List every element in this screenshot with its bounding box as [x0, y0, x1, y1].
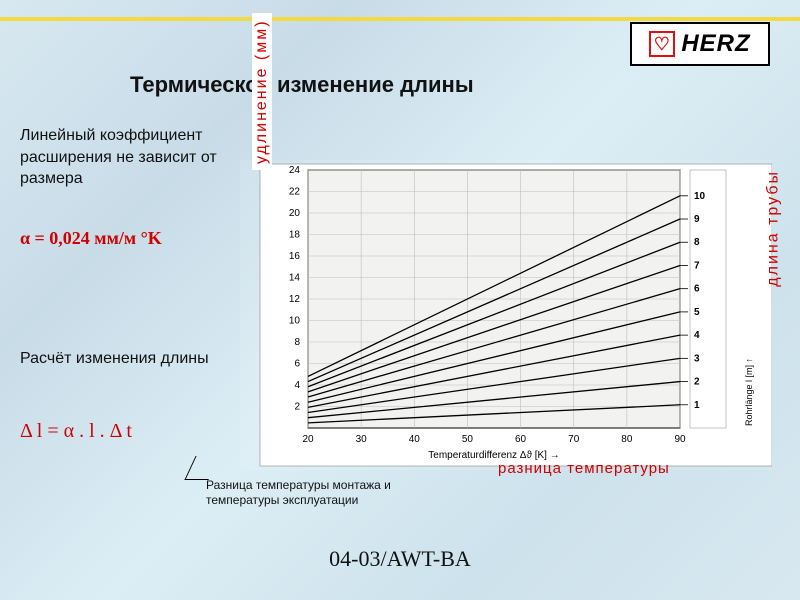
- svg-text:24: 24: [289, 165, 301, 176]
- svg-text:18: 18: [289, 230, 301, 241]
- brand-text: HERZ: [681, 30, 750, 58]
- svg-text:7: 7: [694, 260, 700, 271]
- heart-icon: ♡: [649, 31, 675, 57]
- svg-text:2: 2: [294, 402, 300, 413]
- elongation-chart: 203040506070809024681012141618202224Temp…: [240, 160, 772, 470]
- svg-text:90: 90: [674, 434, 686, 445]
- page-title: Термическое изменение длины: [130, 72, 474, 98]
- svg-text:80: 80: [621, 434, 633, 445]
- alpha-equation: α = 0,024 мм/м °K: [20, 228, 162, 249]
- svg-text:20: 20: [289, 208, 301, 219]
- svg-text:6: 6: [294, 359, 300, 370]
- svg-text:50: 50: [462, 434, 474, 445]
- right-axis-label-overlay: длина трубы: [765, 170, 783, 287]
- svg-text:22: 22: [289, 187, 301, 198]
- svg-text:20: 20: [302, 434, 314, 445]
- svg-text:Rohrlänge l [m] ↑: Rohrlänge l [m] ↑: [744, 358, 754, 426]
- svg-text:10: 10: [694, 191, 706, 202]
- svg-text:8: 8: [294, 337, 300, 348]
- calc-heading: Расчёт изменения длины: [20, 348, 220, 370]
- svg-text:70: 70: [568, 434, 580, 445]
- svg-text:2: 2: [694, 377, 700, 388]
- y-axis-label-overlay: удлинение (мм): [252, 13, 272, 170]
- x-axis-label-overlay: разница температуры: [498, 460, 670, 477]
- svg-text:14: 14: [289, 273, 301, 284]
- svg-text:30: 30: [356, 434, 368, 445]
- svg-text:1: 1: [694, 400, 700, 411]
- svg-text:40: 40: [409, 434, 421, 445]
- svg-text:5: 5: [694, 307, 700, 318]
- footer-code: 04-03/AWT-BA: [0, 546, 800, 572]
- annotation-connector: [184, 456, 219, 480]
- delta-equation: Δ l = α . l . Δ t: [20, 420, 132, 443]
- svg-text:12: 12: [289, 294, 301, 305]
- svg-text:4: 4: [294, 380, 300, 391]
- svg-text:9: 9: [694, 214, 700, 225]
- svg-text:6: 6: [694, 284, 700, 295]
- svg-text:4: 4: [694, 330, 700, 341]
- svg-text:10: 10: [289, 316, 301, 327]
- delta-t-annotation: Разница температуры монтажа и температур…: [206, 478, 466, 508]
- svg-text:60: 60: [515, 434, 527, 445]
- svg-text:8: 8: [694, 237, 700, 248]
- coeff-description: Линейный коэффициент расширения не завис…: [20, 125, 220, 190]
- svg-text:16: 16: [289, 251, 301, 262]
- brand-logo: ♡ HERZ: [630, 22, 770, 66]
- top-accent-bar: [0, 17, 800, 21]
- chart-container: 203040506070809024681012141618202224Temp…: [240, 160, 772, 470]
- svg-text:3: 3: [694, 353, 700, 364]
